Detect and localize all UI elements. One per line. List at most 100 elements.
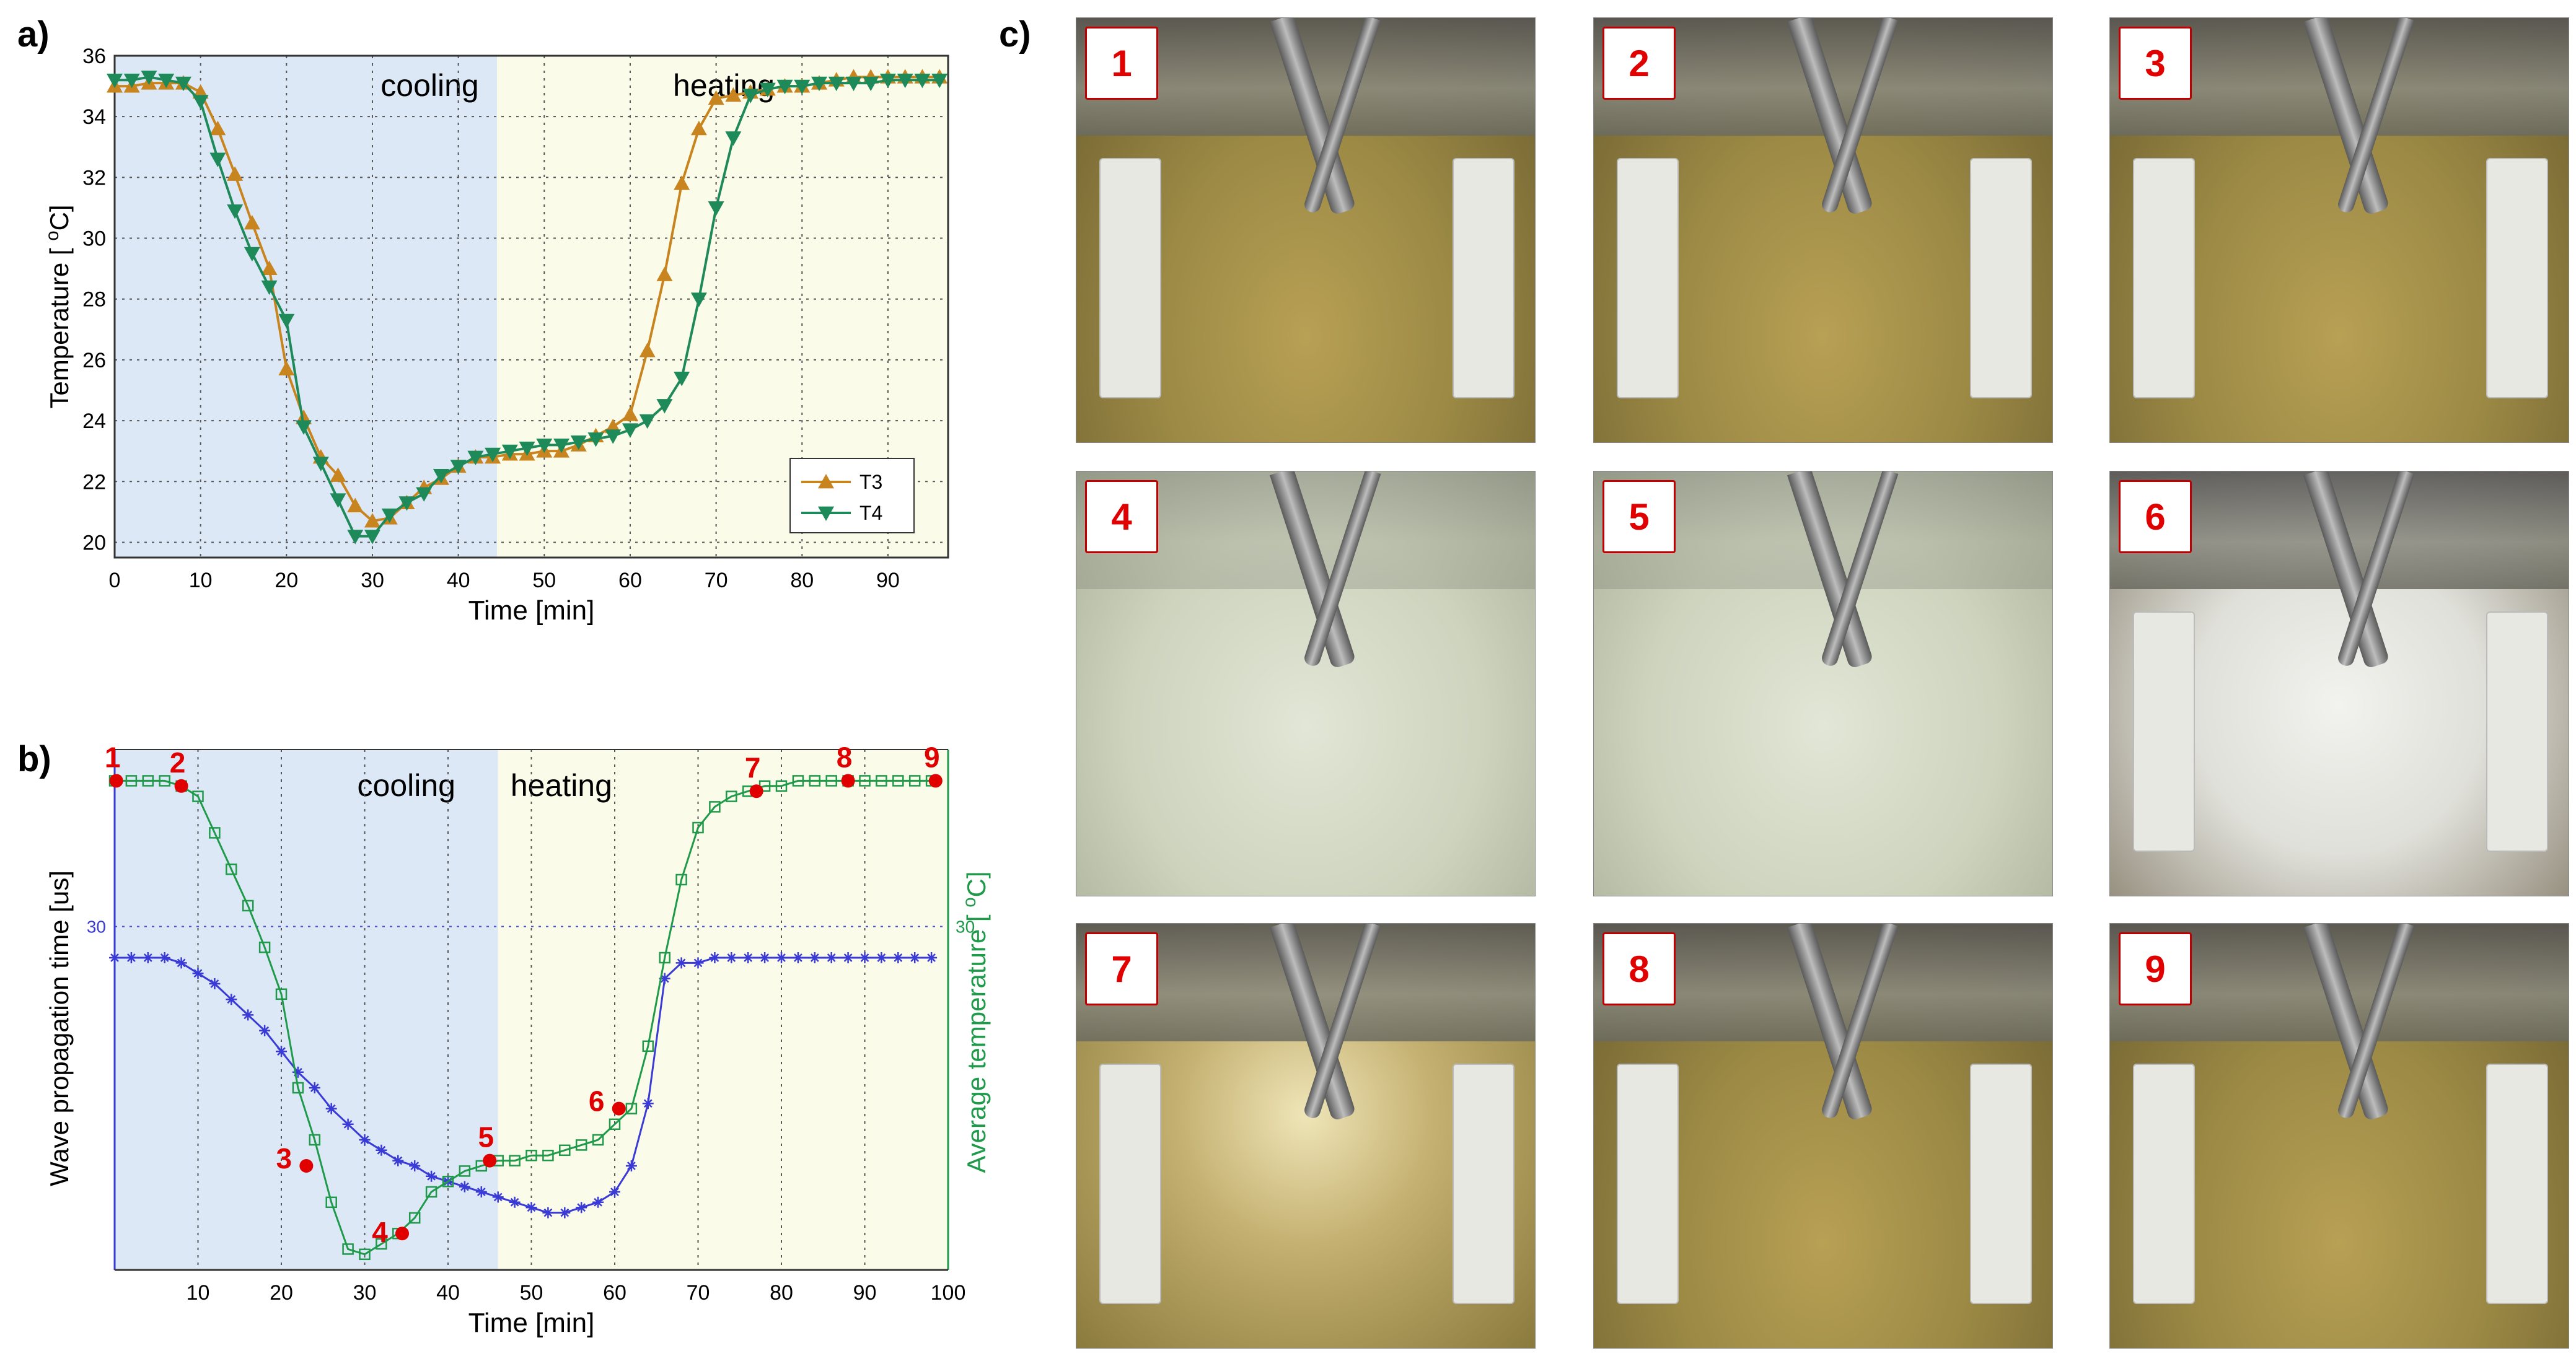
data-point-T3 <box>278 361 295 376</box>
data-point-temperature <box>125 775 138 787</box>
transducer-block <box>2486 1064 2548 1304</box>
data-point-wave <box>659 973 670 984</box>
data-point-wave <box>542 1207 554 1219</box>
data-point-temperature <box>559 1144 571 1157</box>
data-point-temperature <box>792 775 804 787</box>
data-point-wave <box>459 1181 470 1193</box>
data-point-wave <box>692 957 704 969</box>
data-point-T4 <box>192 95 209 110</box>
data-point-T3 <box>656 266 673 281</box>
data-point-wave <box>159 952 170 963</box>
data-point-temperature <box>209 827 221 839</box>
data-point-wave <box>209 978 221 989</box>
photo-state-4: 4 <box>1076 471 1536 896</box>
transducer-block <box>2486 611 2548 852</box>
state-marker-label-2: 2 <box>170 746 186 779</box>
data-point-wave <box>226 994 237 1005</box>
data-point-temperature <box>892 775 904 787</box>
data-point-wave <box>759 952 771 963</box>
y-tick-label: 36 <box>82 45 106 68</box>
state-marker-8 <box>841 774 855 788</box>
data-point-wave <box>892 952 904 963</box>
state-marker-label-8: 8 <box>837 741 853 773</box>
data-point-T3 <box>209 120 226 136</box>
photo-number-badge: 4 <box>1085 480 1158 553</box>
y-tick-label: 20 <box>82 531 106 554</box>
state-marker-9 <box>928 774 943 788</box>
transducer-block <box>1969 1064 2032 1304</box>
state-marker-label-6: 6 <box>589 1085 605 1118</box>
data-point-temperature <box>575 1139 587 1151</box>
transducer-block <box>1617 158 1679 398</box>
transducer-block <box>1617 1064 1679 1304</box>
data-point-temperature <box>592 1134 604 1146</box>
legend-label-T4: T4 <box>859 502 882 524</box>
data-point-T3 <box>639 343 656 357</box>
panel-label-c: c) <box>999 14 1031 55</box>
data-point-temperature <box>908 775 921 787</box>
data-point-temperature <box>525 1149 537 1162</box>
data-point-T4 <box>519 441 535 457</box>
data-point-temperature <box>542 1149 554 1162</box>
legend-marker-T4 <box>818 506 834 521</box>
data-point-temperature <box>192 790 204 802</box>
x-tick-label: 20 <box>275 569 298 592</box>
data-point-T4 <box>278 313 295 329</box>
data-point-temperature <box>642 1040 654 1052</box>
legend-box <box>789 458 915 533</box>
data-point-wave <box>926 952 938 963</box>
x-axis-label: Time [min] <box>468 1308 595 1338</box>
data-point-T4 <box>811 76 828 92</box>
photo-number-badge: 9 <box>2119 932 2192 1005</box>
photo-state-6: 6 <box>2109 471 2569 896</box>
data-point-T4 <box>209 152 226 167</box>
transducer-block <box>2133 158 2196 398</box>
photo-number-badge: 5 <box>1602 480 1676 553</box>
photo-state-9: 9 <box>2109 923 2569 1349</box>
data-point-wave <box>909 952 921 963</box>
data-point-T3 <box>364 513 380 528</box>
data-point-T4 <box>261 280 278 295</box>
data-point-T4 <box>467 450 484 465</box>
legend-marker-T3 <box>818 474 834 489</box>
data-point-T4 <box>312 457 329 471</box>
data-point-T4 <box>897 73 913 89</box>
data-point-wave <box>592 1196 604 1208</box>
state-marker-5 <box>483 1153 497 1168</box>
data-point-T4 <box>398 496 415 511</box>
data-point-temperature <box>709 801 721 813</box>
data-point-T4 <box>175 76 191 92</box>
data-point-T4 <box>914 73 931 89</box>
data-point-wave <box>609 1186 620 1197</box>
data-point-T4 <box>123 73 140 89</box>
data-point-temperature <box>359 1248 371 1261</box>
data-point-temperature <box>726 790 737 802</box>
x-tick-label: 100 <box>931 1281 966 1305</box>
data-point-T4 <box>296 420 312 435</box>
x-tick-label: 40 <box>436 1281 460 1305</box>
data-point-T3 <box>725 87 742 102</box>
photo-number-badge: 2 <box>1602 27 1676 100</box>
x-tick-label: 70 <box>705 569 728 592</box>
data-point-wave <box>876 952 887 963</box>
data-point-T3 <box>674 175 690 190</box>
data-point-wave <box>292 1066 304 1078</box>
data-point-temperature <box>159 775 170 787</box>
photo-number-badge: 7 <box>1085 932 1158 1005</box>
data-point-T4 <box>776 79 793 95</box>
data-point-wave <box>492 1191 504 1203</box>
x-tick-label: 60 <box>603 1281 626 1305</box>
data-point-T3 <box>261 260 278 276</box>
data-point-wave <box>842 952 854 963</box>
data-point-temperature <box>692 821 704 834</box>
y-tick-label: 30 <box>82 227 106 251</box>
x-tick-label: 90 <box>876 569 900 592</box>
data-point-wave <box>776 952 787 963</box>
data-point-wave <box>192 968 204 979</box>
transducer-block <box>1452 1064 1514 1304</box>
data-point-T4 <box>381 508 398 523</box>
data-point-wave <box>625 1160 637 1171</box>
legend-label-T3: T3 <box>859 471 882 493</box>
data-point-T3 <box>622 406 638 421</box>
